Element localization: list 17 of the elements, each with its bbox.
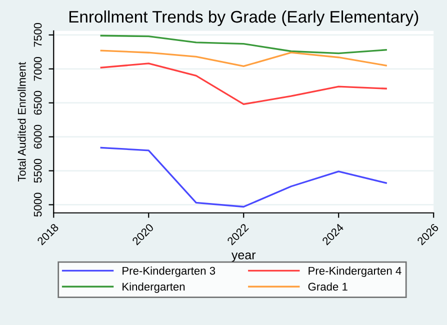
y-tick-label: 7500 — [34, 23, 42, 47]
y-tick-label: 7000 — [34, 56, 42, 81]
line-series — [100, 62, 387, 106]
y-tick-label: 6500 — [34, 90, 42, 115]
y-axis-title: Total Audited Enrollment — [18, 62, 26, 182]
legend-label: Pre-Kindergarten 4 — [308, 266, 402, 277]
y-tick-label: 5500 — [34, 158, 42, 183]
legend-label: Pre-Kindergarten 3 — [122, 266, 216, 277]
line-series — [100, 34, 387, 54]
y-tick-label: 5000 — [34, 192, 42, 217]
legend-label: Grade 1 — [308, 282, 348, 291]
x-axis-title: year — [231, 252, 256, 262]
chart-title: Enrollment Trends by Grade (Early Elementary) — [69, 10, 418, 26]
y-tick-label: 6000 — [34, 124, 42, 149]
line-series — [100, 146, 387, 208]
line-series — [100, 50, 387, 68]
legend-label: Kindergarten — [122, 282, 185, 293]
